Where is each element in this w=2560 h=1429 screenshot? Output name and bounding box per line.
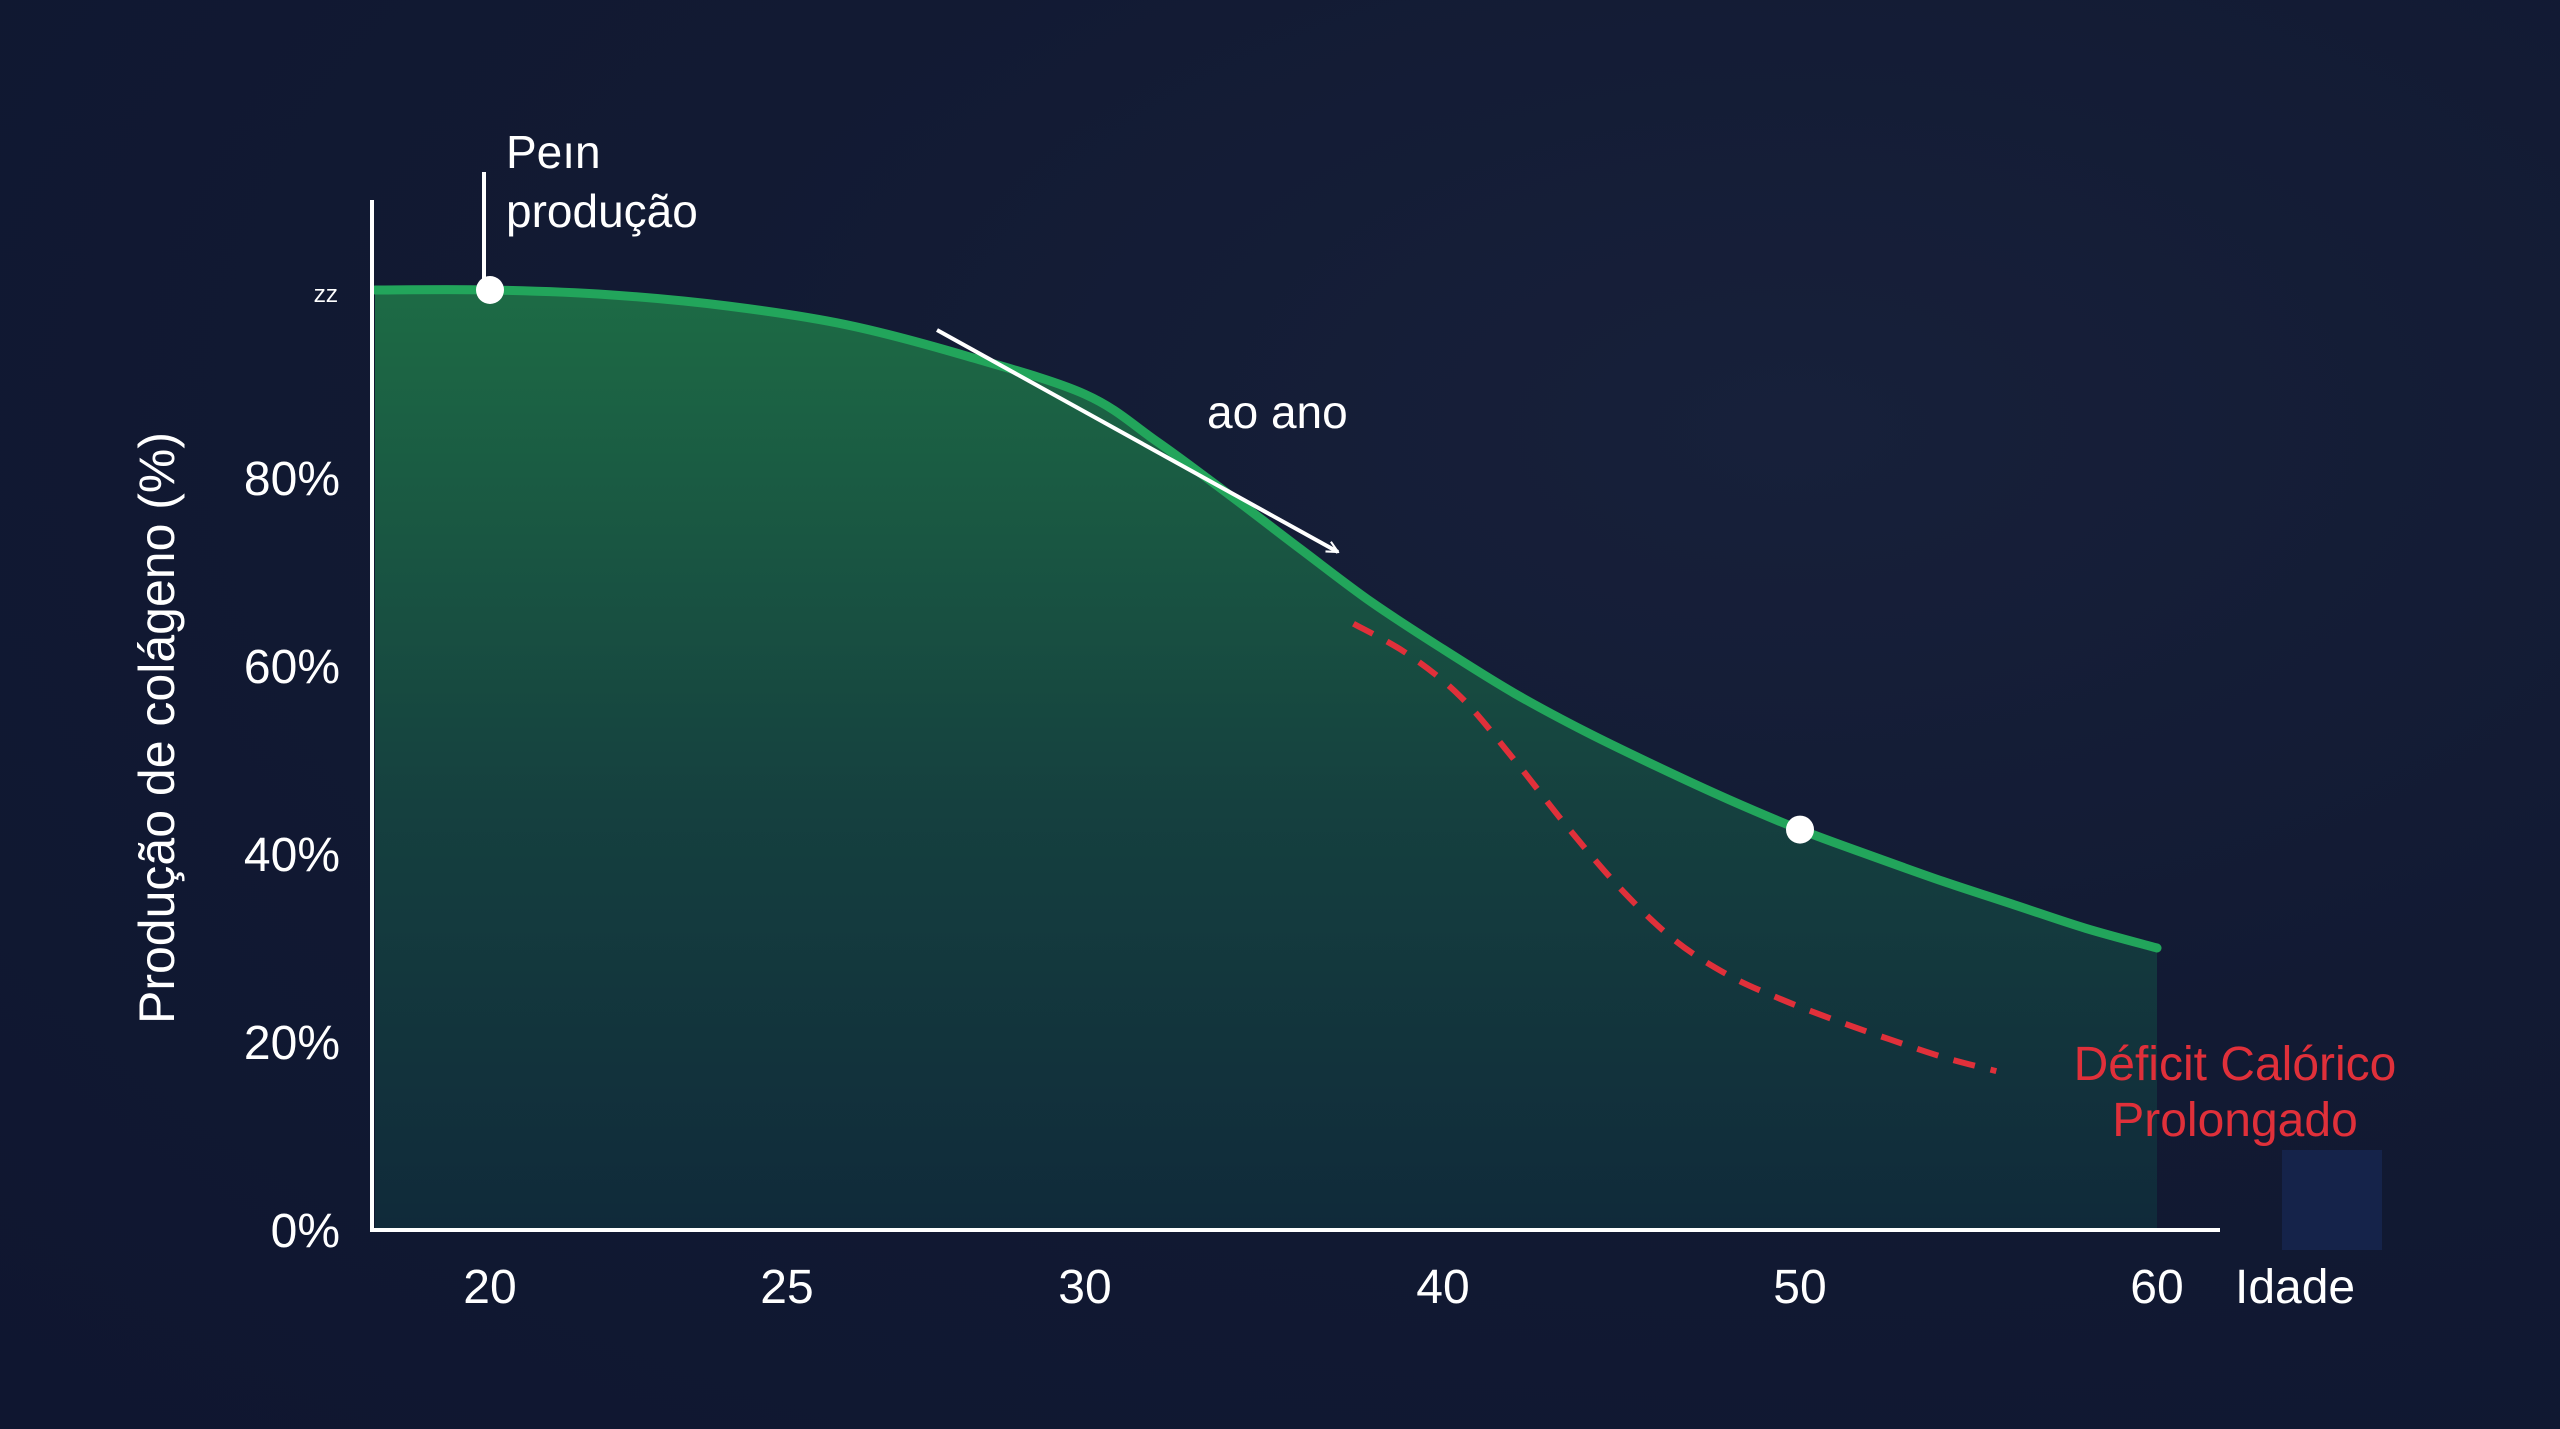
y-tick-labels: 0% 20% 40% 60% 80% [244,453,340,1258]
decorative-square [2282,1150,2382,1250]
data-point-marker [1786,815,1814,844]
y-tick-label: 60% [244,641,340,694]
data-point-marker [476,276,504,304]
x-tick-label: 25 [760,1261,813,1314]
y-tick-label: 0% [271,1205,340,1258]
y-tick-top: ᶻᶻ [314,280,338,318]
collagen-production-line [370,285,2162,953]
decline-arrow [936,328,1338,554]
deficit-label-line1: Déficit Calórico [2074,1038,2397,1091]
data-markers [476,276,1814,844]
x-tick-labels: 20 25 30 40 50 60 [463,1261,2183,1314]
y-axis-label: Produção de colágeno (%) [129,432,185,1024]
collagen-area-fill [375,289,2157,1231]
x-tick-label: 40 [1416,1261,1469,1314]
peak-label-line1: Peın [506,126,601,178]
y-tick-label: 20% [244,1017,340,1070]
peak-label-line2: produção [506,185,698,237]
x-tick-label: 60 [2130,1261,2183,1314]
x-tick-label: 50 [1773,1261,1826,1314]
deficit-label-line2: Prolongado [2112,1094,2358,1147]
x-tick-label: 20 [463,1261,516,1314]
x-tick-label: 30 [1058,1261,1111,1314]
y-tick-label: 40% [244,829,340,882]
arrow-label: ao ano [1207,386,1348,438]
caloric-deficit-line [1352,621,1998,1075]
y-tick-label: 80% [244,453,340,506]
x-axis-label: Idade [2235,1261,2355,1314]
